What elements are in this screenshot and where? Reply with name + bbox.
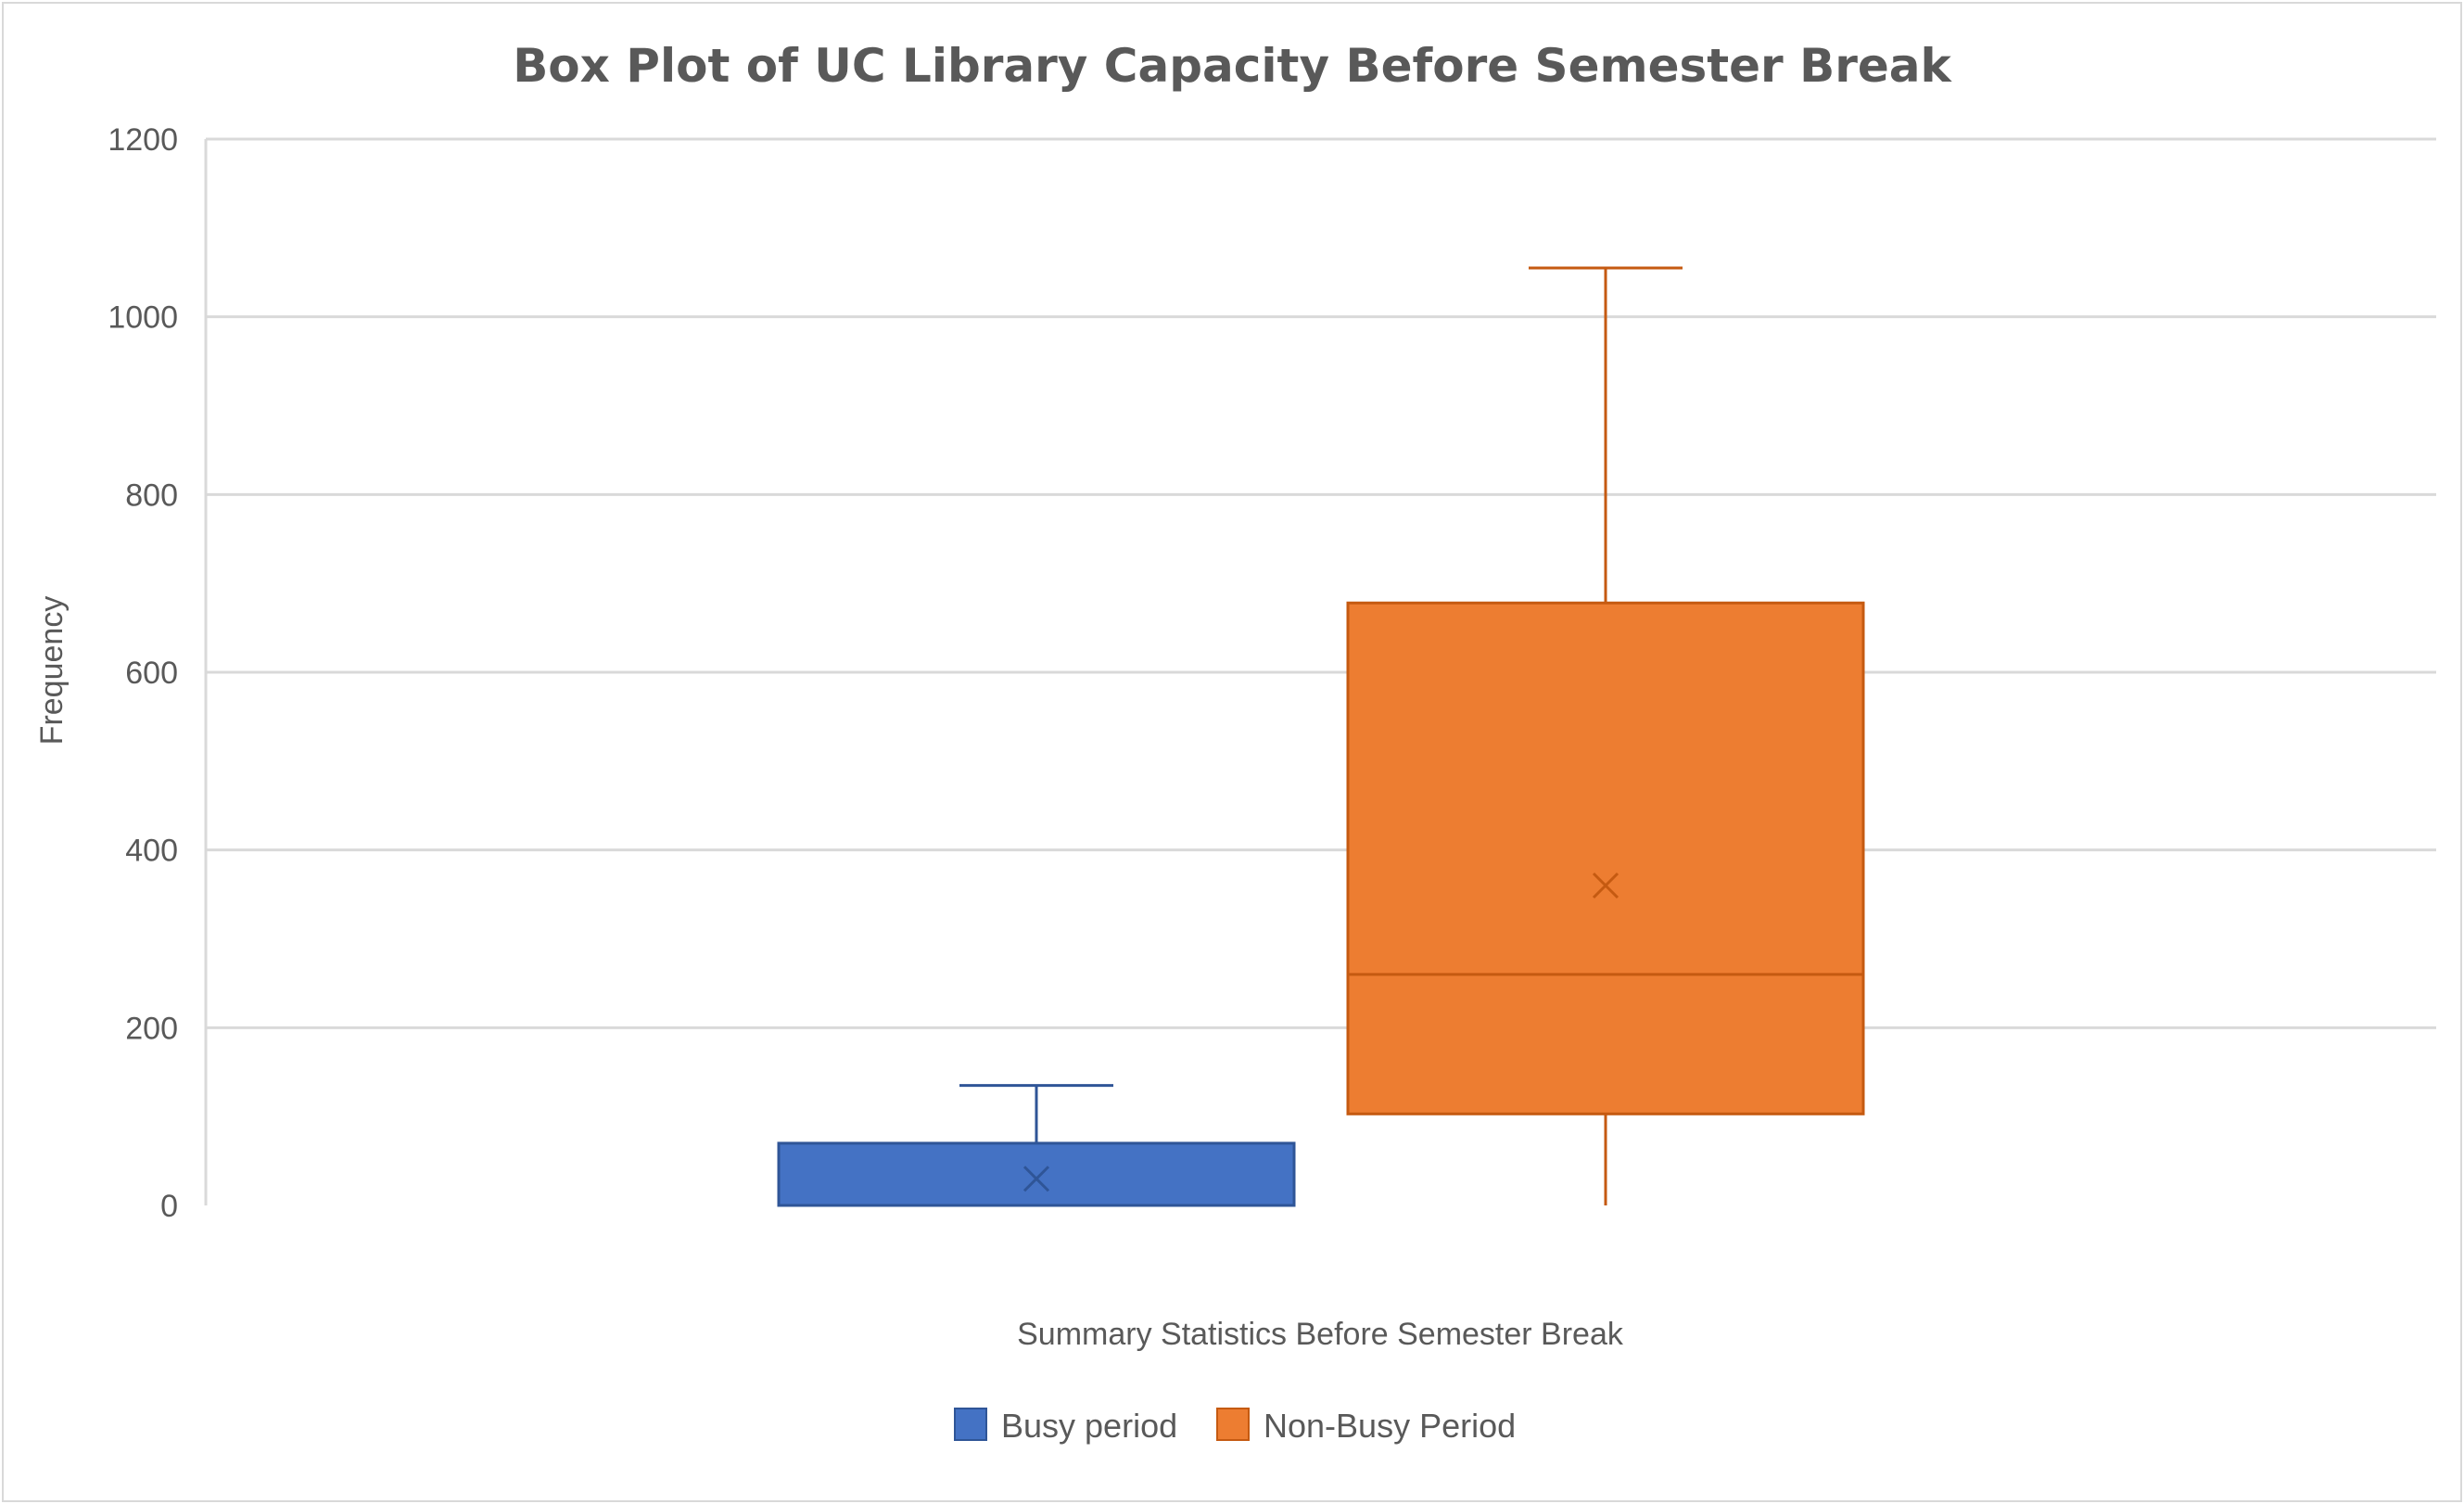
y-tick-label-1200: 1200 xyxy=(108,122,178,158)
x-axis-label: Summary Statistics Before Semester Break xyxy=(1017,1317,1624,1352)
legend: Busy period Non-Busy Period xyxy=(954,1407,1516,1445)
legend-item-busy-period: Busy period xyxy=(954,1407,1177,1445)
legend-swatch-busy-period xyxy=(954,1408,987,1441)
boxes xyxy=(777,266,1865,1207)
iqr-box-busy-period xyxy=(777,1141,1296,1207)
legend-label-non-busy-period: Non-Busy Period xyxy=(1264,1407,1516,1445)
box-busy-period xyxy=(777,1084,1296,1207)
y-tick-label-600: 600 xyxy=(125,656,178,691)
y-tick-label-800: 800 xyxy=(125,478,178,513)
mean-marker-busy-period xyxy=(1022,1166,1050,1192)
gridlines xyxy=(206,137,2436,1029)
legend-label-busy-period: Busy period xyxy=(1001,1407,1177,1445)
y-tick-label-400: 400 xyxy=(125,834,178,869)
y-tick-label-1000: 1000 xyxy=(108,300,178,336)
y-axis-ticks: 0 200 400 600 800 1000 1200 xyxy=(108,122,178,1224)
legend-item-non-busy-period: Non-Busy Period xyxy=(1216,1407,1516,1445)
y-tick-label-200: 200 xyxy=(125,1011,178,1046)
iqr-box-non-busy-period xyxy=(1346,601,1865,1115)
y-axis-label: Frequency xyxy=(34,596,70,746)
y-tick-label-0: 0 xyxy=(160,1189,178,1224)
box-non-busy-period xyxy=(1346,266,1865,1205)
chart-title: Box Plot of UC Library Capacity Before S… xyxy=(513,39,1952,93)
legend-swatch-non-busy-period xyxy=(1216,1408,1250,1441)
mean-marker-non-busy-period xyxy=(1592,872,1619,899)
